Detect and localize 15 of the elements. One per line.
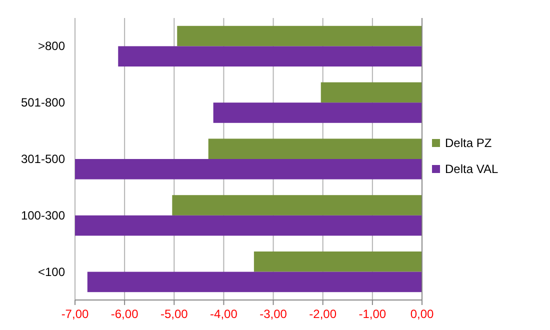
- y-tick-label: >800: [38, 39, 66, 54]
- x-tick-label: -4,00: [210, 307, 238, 321]
- legend-label: Delta PZ: [445, 136, 492, 150]
- y-tick-label: 501-800: [20, 96, 66, 110]
- x-tick-label: -6,00: [110, 307, 139, 321]
- x-tick-label: -2,00: [309, 307, 337, 321]
- x-tick-label: 0,00: [410, 307, 434, 321]
- y-tick-label: <100: [38, 264, 66, 279]
- y-tick-label: 100-300: [20, 208, 66, 222]
- x-tick-label: -5,00: [160, 307, 188, 321]
- y-tick-label: 301-500: [20, 152, 66, 166]
- x-tick-label: -1,00: [358, 307, 386, 321]
- x-tick-label: -3,00: [260, 307, 288, 321]
- legend-label: Delta VAL: [445, 162, 498, 176]
- x-tick-label: -7,00: [61, 307, 89, 321]
